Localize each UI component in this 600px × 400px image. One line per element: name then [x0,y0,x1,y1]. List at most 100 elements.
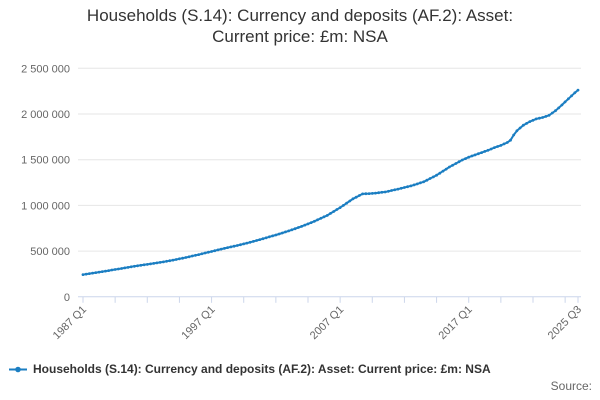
data-point-marker[interactable] [325,214,329,217]
data-point-marker[interactable] [174,258,178,261]
data-point-marker[interactable] [100,270,104,273]
data-point-marker[interactable] [387,189,390,193]
data-point-marker[interactable] [512,133,516,137]
data-point-marker[interactable] [248,240,252,244]
data-point-marker[interactable] [531,118,535,122]
data-point-marker[interactable] [567,97,570,101]
data-point-marker[interactable] [297,226,300,229]
data-point-marker[interactable] [303,223,307,227]
data-point-marker[interactable] [187,255,191,259]
data-point-marker[interactable] [464,157,467,161]
data-point-marker[interactable] [534,117,538,121]
data-point-marker[interactable] [322,215,326,219]
data-point-marker[interactable] [342,204,345,207]
data-point-marker[interactable] [329,212,332,215]
data-point-marker[interactable] [489,147,493,151]
data-point-marker[interactable] [252,240,255,243]
data-point-marker[interactable] [316,218,319,222]
data-point-marker[interactable] [480,151,483,155]
data-point-marker[interactable] [483,150,487,153]
data-point-marker[interactable] [576,88,580,92]
data-point-marker[interactable] [406,185,409,189]
data-point-marker[interactable] [367,192,371,196]
data-point-marker[interactable] [319,216,323,220]
data-point-marker[interactable] [306,222,310,226]
data-point-marker[interactable] [515,129,519,133]
data-point-marker[interactable] [171,258,175,262]
data-point-marker[interactable] [178,257,181,261]
data-point-marker[interactable] [460,158,464,162]
data-point-marker[interactable] [165,259,169,263]
data-point-marker[interactable] [493,146,496,150]
data-point-marker[interactable] [261,237,265,241]
data-point-marker[interactable] [274,233,278,237]
data-point-marker[interactable] [557,106,561,110]
data-point-marker[interactable] [432,175,435,179]
data-point-marker[interactable] [425,178,429,182]
data-point-marker[interactable] [409,184,413,188]
data-point-marker[interactable] [107,269,111,272]
data-point-marker[interactable] [393,188,397,192]
data-point-marker[interactable] [370,192,374,195]
data-point-marker[interactable] [399,186,403,190]
data-point-marker[interactable] [438,171,442,175]
data-point-marker[interactable] [505,141,509,144]
data-point-marker[interactable] [377,191,381,195]
legend-item[interactable]: Households (S.14): Currency and deposits… [8,362,491,376]
data-point-marker[interactable] [229,245,233,249]
data-point-marker[interactable] [139,263,143,267]
data-point-marker[interactable] [207,250,210,254]
data-point-marker[interactable] [486,148,490,152]
data-point-marker[interactable] [277,232,281,236]
data-point-marker[interactable] [235,244,239,247]
data-point-marker[interactable] [287,229,291,233]
data-point-marker[interactable] [457,160,461,164]
data-point-marker[interactable] [91,271,94,275]
data-point-marker[interactable] [332,210,336,213]
data-point-marker[interactable] [258,238,262,242]
data-point-marker[interactable] [300,225,303,228]
data-point-marker[interactable] [354,195,358,199]
data-point-marker[interactable] [162,260,165,264]
data-point-marker[interactable] [444,167,448,171]
data-point-marker[interactable] [104,269,107,273]
data-point-marker[interactable] [554,109,557,113]
data-point-marker[interactable] [380,190,384,194]
data-point-marker[interactable] [358,194,361,197]
data-point-marker[interactable] [538,116,541,120]
data-point-marker[interactable] [541,116,544,119]
data-point-marker[interactable] [570,94,573,98]
data-point-marker[interactable] [190,254,194,258]
data-point-marker[interactable] [473,153,477,157]
data-point-marker[interactable] [335,208,339,211]
data-point-marker[interactable] [142,263,146,267]
data-point-marker[interactable] [210,250,214,253]
data-point-marker[interactable] [525,122,528,125]
data-point-marker[interactable] [351,197,355,201]
data-point-marker[interactable] [451,163,454,167]
data-point-marker[interactable] [528,120,532,123]
data-point-marker[interactable] [403,186,406,189]
data-point-marker[interactable] [94,271,98,274]
data-point-marker[interactable] [129,265,133,269]
data-point-marker[interactable] [232,244,236,248]
data-point-marker[interactable] [81,273,85,276]
data-point-marker[interactable] [239,243,242,247]
data-point-marker[interactable] [136,264,140,268]
data-point-marker[interactable] [509,138,512,142]
data-point-marker[interactable] [123,266,127,270]
data-point-marker[interactable] [419,181,422,185]
data-point-marker[interactable] [309,221,313,225]
data-point-marker[interactable] [364,192,368,196]
data-point-marker[interactable] [145,263,149,266]
data-point-marker[interactable] [412,183,416,187]
data-point-marker[interactable] [280,231,284,235]
data-point-marker[interactable] [110,268,114,272]
data-point-marker[interactable] [518,126,522,130]
data-point-marker[interactable] [200,252,204,256]
data-point-marker[interactable] [155,261,159,265]
data-point-marker[interactable] [522,123,525,127]
data-point-marker[interactable] [152,262,156,265]
data-point-marker[interactable] [290,228,294,232]
data-point-marker[interactable] [313,219,316,223]
